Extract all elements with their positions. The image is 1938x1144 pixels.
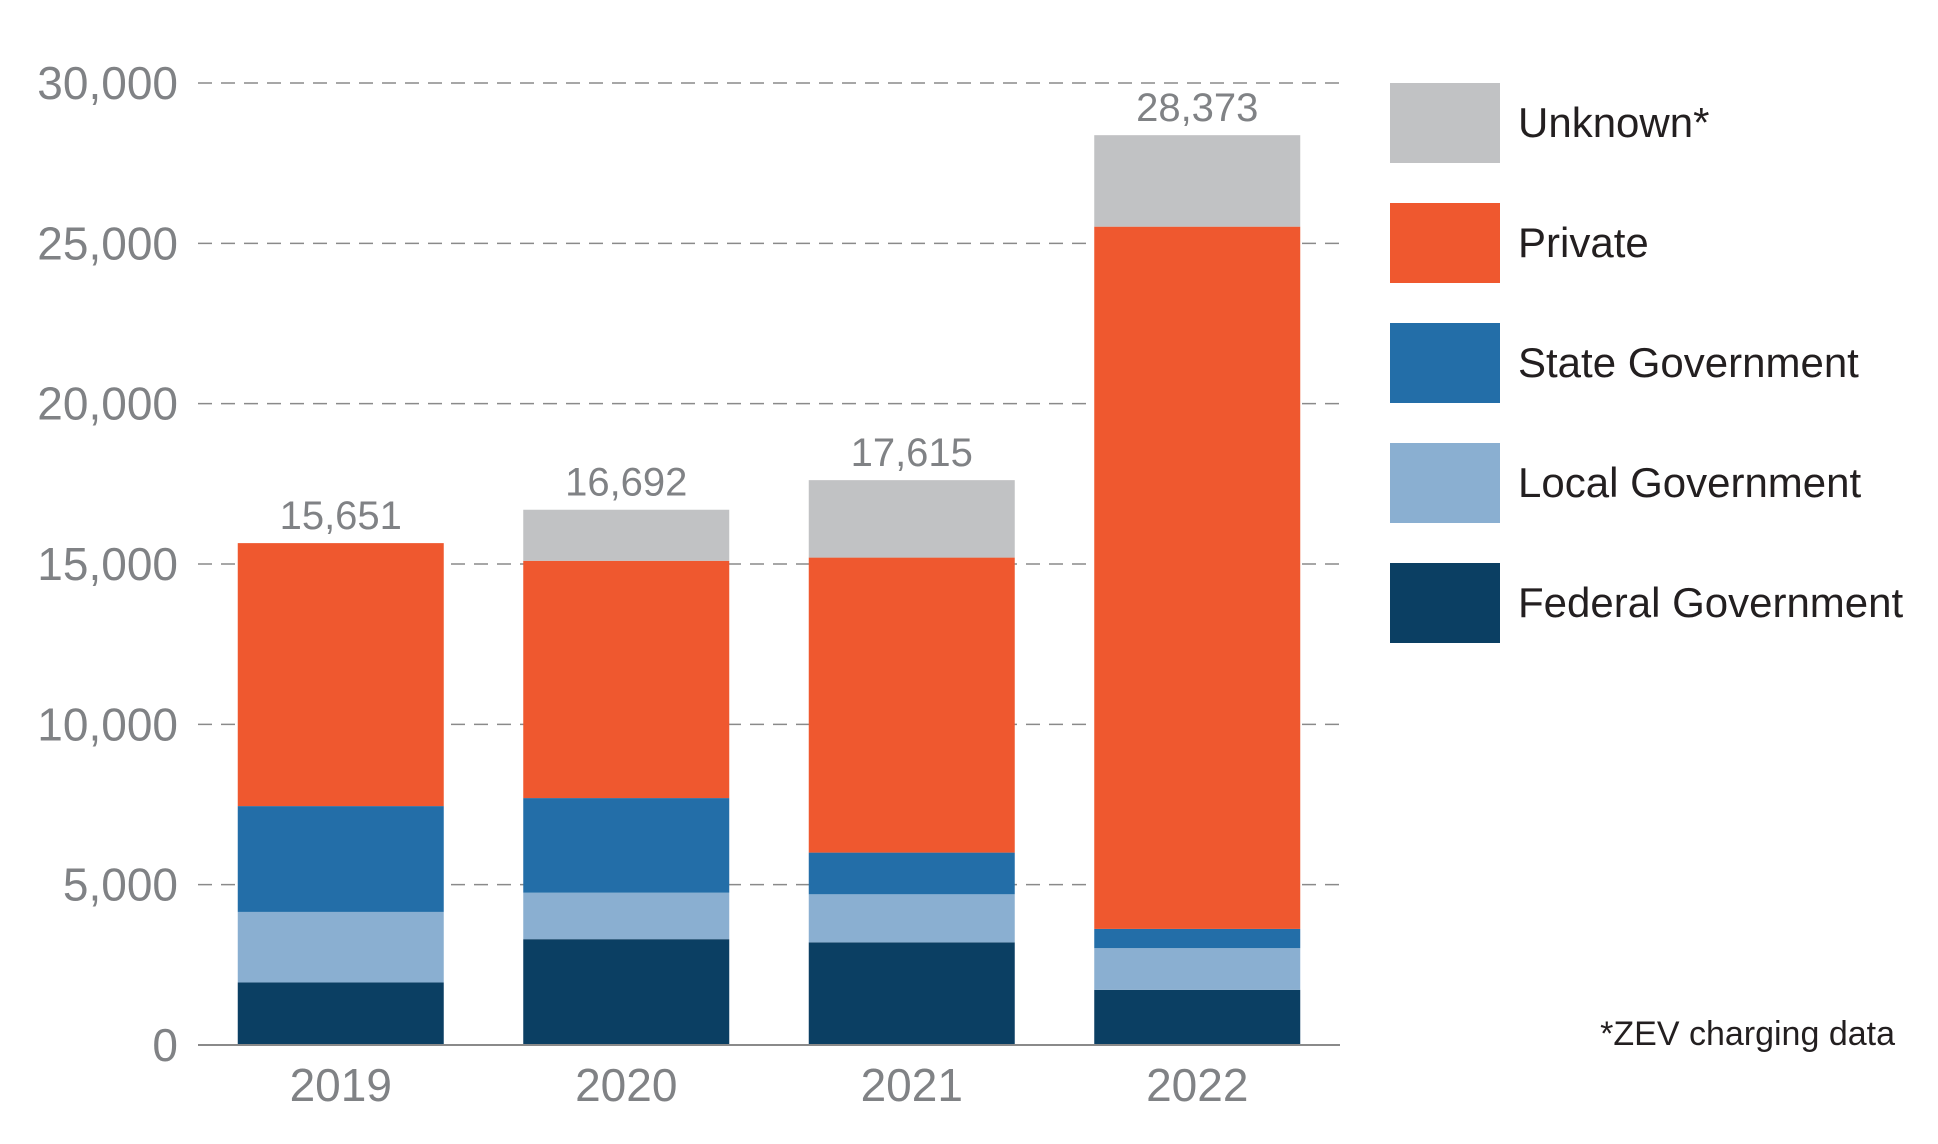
bar-segment-unknown bbox=[808, 480, 1015, 558]
bar-segment-state-government bbox=[237, 806, 444, 912]
bar-segment-federal-government bbox=[1094, 989, 1301, 1045]
bar-segment-local-government bbox=[523, 892, 730, 940]
bar-segment-federal-government bbox=[237, 982, 444, 1045]
legend-swatch bbox=[1390, 443, 1500, 523]
y-tick-label: 20,000 bbox=[37, 378, 178, 430]
y-tick-label: 25,000 bbox=[37, 217, 178, 269]
legend: Unknown* Private State Government Local Gov… bbox=[1390, 83, 1904, 643]
y-tick-label: 15,000 bbox=[37, 538, 178, 590]
legend-label: State Government bbox=[1518, 339, 1859, 386]
legend-label: Federal Government bbox=[1518, 579, 1904, 626]
bar-totals: 15,651 16,692 17,615 28,373 bbox=[280, 86, 1259, 538]
bar-stack-2020 bbox=[523, 509, 730, 1045]
bar-segment-private bbox=[1094, 226, 1301, 929]
y-axis-ticks: 0 5,000 10,000 15,000 20,000 25,000 30,000 bbox=[37, 57, 178, 1071]
bar-segment-unknown bbox=[523, 509, 730, 561]
bar-total-label: 28,373 bbox=[1136, 86, 1258, 130]
legend-swatch bbox=[1390, 563, 1500, 643]
legend-label: Unknown* bbox=[1518, 99, 1709, 146]
bar-segment-local-government bbox=[808, 894, 1015, 943]
bar-total-label: 15,651 bbox=[280, 494, 402, 538]
bar-segment-local-government bbox=[237, 911, 444, 983]
y-tick-label: 30,000 bbox=[37, 57, 178, 109]
bar-stack-2019 bbox=[237, 543, 444, 1045]
legend-swatch bbox=[1390, 323, 1500, 403]
bar-stack-2022 bbox=[1094, 135, 1301, 1045]
bar-segment-private bbox=[523, 560, 730, 799]
footnote: *ZEV charging data bbox=[1600, 1015, 1895, 1053]
bar-segment-federal-government bbox=[523, 939, 730, 1045]
legend-swatch bbox=[1390, 83, 1500, 163]
legend-label: Local Government bbox=[1518, 459, 1862, 506]
y-tick-label: 5,000 bbox=[63, 859, 178, 911]
bar-segment-unknown bbox=[1094, 135, 1301, 227]
bar-total-label: 16,692 bbox=[565, 461, 687, 505]
x-axis-ticks: 2019 2020 2021 2022 bbox=[290, 1059, 1249, 1111]
y-tick-label: 10,000 bbox=[37, 698, 178, 750]
bar-segment-state-government bbox=[1094, 928, 1301, 949]
x-tick-label: 2020 bbox=[575, 1059, 677, 1111]
legend-item: Federal Government bbox=[1390, 563, 1904, 643]
legend-item: State Government bbox=[1390, 323, 1859, 403]
x-tick-label: 2021 bbox=[861, 1059, 963, 1111]
bar-stack-2021 bbox=[808, 480, 1015, 1045]
bars-layer bbox=[237, 135, 1301, 1045]
x-tick-label: 2022 bbox=[1146, 1059, 1248, 1111]
bar-segment-federal-government bbox=[808, 942, 1015, 1045]
bar-segment-state-government bbox=[523, 798, 730, 893]
legend-label: Private bbox=[1518, 219, 1649, 266]
bar-segment-private bbox=[237, 543, 444, 807]
legend-item: Local Government bbox=[1390, 443, 1862, 523]
legend-swatch bbox=[1390, 203, 1500, 283]
bar-total-label: 17,615 bbox=[851, 431, 973, 475]
bar-segment-private bbox=[808, 557, 1015, 853]
bar-segment-state-government bbox=[808, 852, 1015, 895]
legend-item: Private bbox=[1390, 203, 1649, 283]
legend-item: Unknown* bbox=[1390, 83, 1709, 163]
x-tick-label: 2019 bbox=[290, 1059, 392, 1111]
bar-segment-local-government bbox=[1094, 948, 1301, 990]
y-tick-label: 0 bbox=[152, 1019, 178, 1071]
